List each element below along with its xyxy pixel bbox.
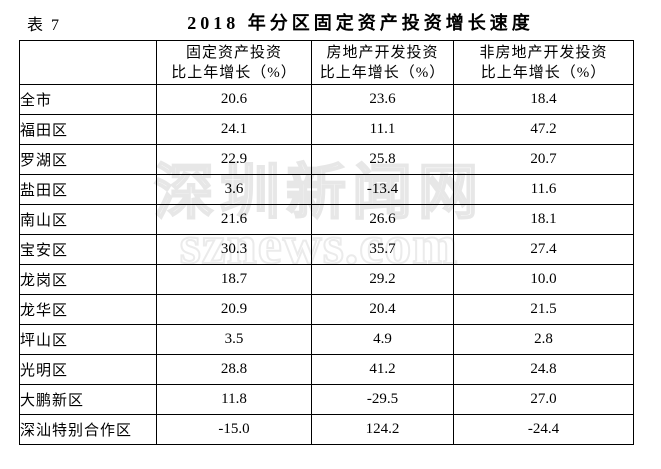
value-cell: 27.0 (453, 384, 634, 415)
district-name-cell: 宝安区 (19, 234, 157, 265)
value-cell: 26.6 (311, 204, 454, 235)
table-row: 南山区 21.6 26.6 18.1 (19, 204, 634, 235)
district-name-cell: 罗湖区 (19, 144, 157, 175)
table-row: 龙华区 20.9 20.4 21.5 (19, 294, 634, 325)
value-cell: 10.0 (453, 264, 634, 295)
table-row: 福田区 24.1 11.1 47.2 (19, 114, 634, 145)
column-header-real-estate-investment: 房地产开发投资 比上年增长（%） (311, 40, 454, 85)
column-header-line2: 比上年增长（%） (171, 64, 297, 81)
value-cell: -24.4 (453, 414, 634, 445)
column-header-line2: 比上年增长（%） (319, 64, 446, 81)
table-label: 表 7 (27, 17, 62, 34)
district-name-cell: 坪山区 (19, 324, 157, 355)
value-cell: 21.5 (453, 294, 634, 325)
value-cell: 27.4 (453, 234, 634, 265)
value-cell: 18.4 (453, 84, 634, 115)
table-row: 坪山区 3.5 4.9 2.8 (19, 324, 634, 355)
value-cell: 22.9 (156, 144, 312, 175)
value-cell: 2.8 (453, 324, 634, 355)
table-row: 深汕特别合作区 -15.0 124.2 -24.4 (19, 414, 634, 445)
value-cell: -15.0 (156, 414, 312, 445)
table-header-row: 固定资产投资 比上年增长（%） 房地产开发投资 比上年增长（%） 非房地产开发投… (19, 40, 634, 85)
value-cell: 25.8 (311, 144, 454, 175)
caption-row: 表 7 2018 年分区固定资产投资增长速度 (0, 9, 661, 35)
column-header-line1: 固定资产投资 (185, 44, 282, 61)
district-name-cell: 深汕特别合作区 (19, 414, 157, 445)
column-header-fixed-investment: 固定资产投资 比上年增长（%） (156, 40, 312, 85)
value-cell: 3.6 (156, 174, 312, 205)
value-cell: 11.1 (311, 114, 454, 145)
district-name-cell: 光明区 (19, 354, 157, 385)
district-name-cell: 福田区 (19, 114, 157, 145)
value-cell: 21.6 (156, 204, 312, 235)
table-row: 罗湖区 22.9 25.8 20.7 (19, 144, 634, 175)
value-cell: 23.6 (311, 84, 454, 115)
district-name-cell: 全市 (19, 84, 157, 115)
value-cell: 11.8 (156, 384, 312, 415)
column-header-line1: 非房地产开发投资 (479, 44, 608, 61)
table-row: 盐田区 3.6 -13.4 11.6 (19, 174, 634, 205)
investment-growth-table: 固定资产投资 比上年增长（%） 房地产开发投资 比上年增长（%） 非房地产开发投… (19, 40, 634, 445)
table-row: 全市 20.6 23.6 18.4 (19, 84, 634, 115)
district-name-cell: 盐田区 (19, 174, 157, 205)
district-name-cell: 龙华区 (19, 294, 157, 325)
column-header-non-real-estate-investment: 非房地产开发投资 比上年增长（%） (453, 40, 634, 85)
row-label-header-cell (19, 40, 157, 85)
value-cell: 11.6 (453, 174, 634, 205)
value-cell: 20.9 (156, 294, 312, 325)
district-name-cell: 大鹏新区 (19, 384, 157, 415)
district-name-cell: 龙岗区 (19, 264, 157, 295)
page-title: 2018 年分区固定资产投资增长速度 (187, 13, 534, 33)
value-cell: 41.2 (311, 354, 454, 385)
value-cell: 24.1 (156, 114, 312, 145)
value-cell: 29.2 (311, 264, 454, 295)
value-cell: 20.7 (453, 144, 634, 175)
value-cell: -29.5 (311, 384, 454, 415)
district-name-cell: 南山区 (19, 204, 157, 235)
value-cell: 18.1 (453, 204, 634, 235)
value-cell: 20.4 (311, 294, 454, 325)
column-header-line1: 房地产开发投资 (326, 44, 439, 61)
value-cell: 3.5 (156, 324, 312, 355)
table-row: 大鹏新区 11.8 -29.5 27.0 (19, 384, 634, 415)
value-cell: 18.7 (156, 264, 312, 295)
value-cell: 28.8 (156, 354, 312, 385)
value-cell: -13.4 (311, 174, 454, 205)
column-header-line2: 比上年增长（%） (480, 64, 607, 81)
value-cell: 30.3 (156, 234, 312, 265)
value-cell: 35.7 (311, 234, 454, 265)
value-cell: 24.8 (453, 354, 634, 385)
table-row: 宝安区 30.3 35.7 27.4 (19, 234, 634, 265)
table-row: 龙岗区 18.7 29.2 10.0 (19, 264, 634, 295)
value-cell: 124.2 (311, 414, 454, 445)
table-row: 光明区 28.8 41.2 24.8 (19, 354, 634, 385)
value-cell: 4.9 (311, 324, 454, 355)
value-cell: 47.2 (453, 114, 634, 145)
value-cell: 20.6 (156, 84, 312, 115)
